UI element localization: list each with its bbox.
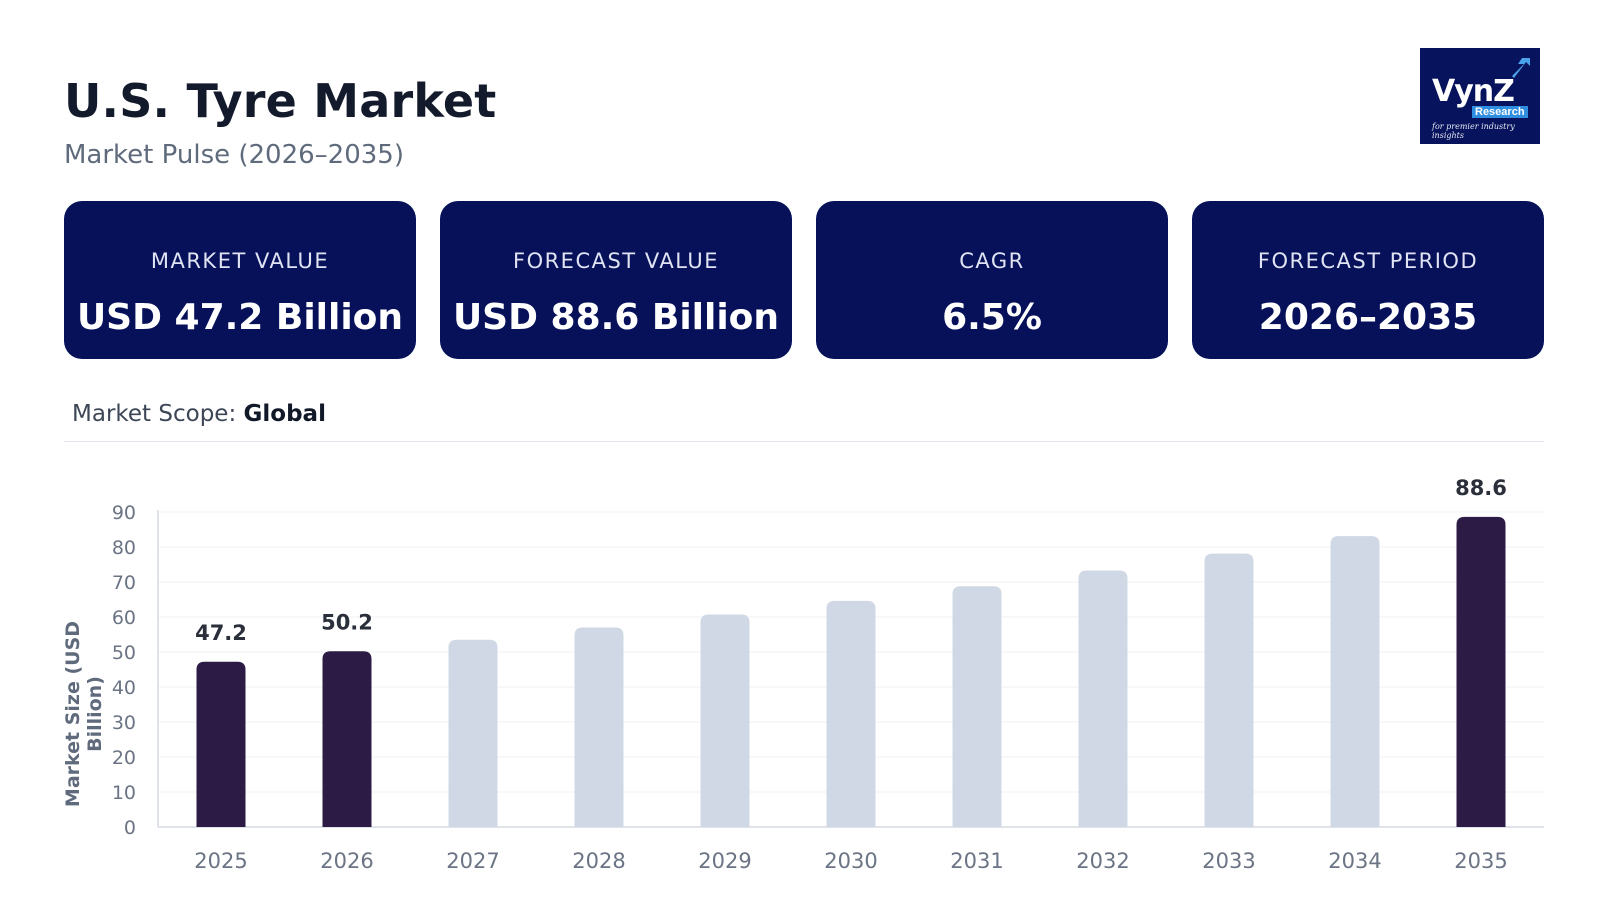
- logo-wordmark: VynZ: [1432, 74, 1515, 109]
- y-tick-label: 20: [112, 747, 136, 769]
- kpi-card-forecast-value: FORECAST VALUE USD 88.6 Billion: [440, 201, 792, 359]
- bar-2029: [700, 614, 750, 827]
- market-scope-label: Market Scope:: [72, 401, 237, 427]
- market-scope: Market Scope: Global: [72, 401, 326, 427]
- x-tick-label: 2033: [1202, 849, 1255, 873]
- x-tick-label: 2034: [1328, 849, 1381, 873]
- y-tick-label: 40: [112, 677, 136, 699]
- kpi-card-value: USD 88.6 Billion: [452, 297, 780, 338]
- page-title: U.S. Tyre Market: [64, 74, 497, 128]
- data-label-2035: 88.6: [1455, 476, 1507, 500]
- logo-sub: Research: [1472, 106, 1528, 118]
- kpi-card-value: USD 47.2 Billion: [76, 297, 404, 338]
- bar-2035: [1456, 516, 1506, 827]
- market-scope-value: Global: [243, 401, 326, 427]
- bar-2027: [448, 639, 498, 827]
- x-tick-label: 2029: [698, 849, 751, 873]
- section-divider: [64, 441, 1544, 442]
- bar-2028: [574, 627, 624, 827]
- page-subtitle: Market Pulse (2026–2035): [64, 140, 404, 170]
- y-tick-label: 50: [112, 642, 136, 664]
- bar-2032: [1078, 570, 1128, 827]
- x-tick-label: 2031: [950, 849, 1003, 873]
- bar-2030: [826, 600, 876, 827]
- kpi-card-cagr: CAGR 6.5%: [816, 201, 1168, 359]
- x-tick-label: 2028: [572, 849, 625, 873]
- x-tick-label: 2025: [194, 849, 247, 873]
- data-label-2026: 50.2: [321, 610, 373, 634]
- data-label-2025: 47.2: [195, 621, 247, 645]
- bar-2034: [1330, 536, 1380, 827]
- kpi-card-label: FORECAST PERIOD: [1257, 249, 1479, 273]
- bar-2025: [196, 661, 246, 827]
- logo-tagline: for premier industry insights: [1432, 122, 1515, 140]
- x-tick-label: 2026: [320, 849, 373, 873]
- y-tick-label: 80: [112, 537, 136, 559]
- kpi-card-label: CAGR: [959, 249, 1025, 273]
- x-tick-label: 2032: [1076, 849, 1129, 873]
- x-tick-label: 2035: [1454, 849, 1507, 873]
- x-tick-label: 2030: [824, 849, 877, 873]
- logo-arrow-icon: [1512, 58, 1530, 78]
- y-tick-label: 0: [124, 817, 136, 839]
- kpi-card-forecast-period: FORECAST PERIOD 2026–2035: [1192, 201, 1544, 359]
- kpi-card-value: 6.5%: [942, 297, 1042, 338]
- kpi-card-label: MARKET VALUE: [150, 249, 330, 273]
- y-tick-label: 60: [112, 607, 136, 629]
- vynz-research-logo: VynZ Research for premier industry insig…: [1420, 48, 1540, 144]
- y-tick-label: 90: [112, 502, 136, 524]
- y-tick-label: 70: [112, 572, 136, 594]
- y-tick-label: 30: [112, 712, 136, 734]
- y-axis-label: Market Size (USD Billion): [62, 620, 106, 808]
- bar-2033: [1204, 553, 1254, 827]
- x-tick-label: 2027: [446, 849, 499, 873]
- kpi-card-market-value: MARKET VALUE USD 47.2 Billion: [64, 201, 416, 359]
- kpi-card-label: FORECAST VALUE: [512, 249, 719, 273]
- y-tick-label: 10: [112, 782, 136, 804]
- bar-2026: [322, 651, 372, 827]
- kpi-card-value: 2026–2035: [1258, 297, 1478, 338]
- bar-2031: [952, 586, 1002, 827]
